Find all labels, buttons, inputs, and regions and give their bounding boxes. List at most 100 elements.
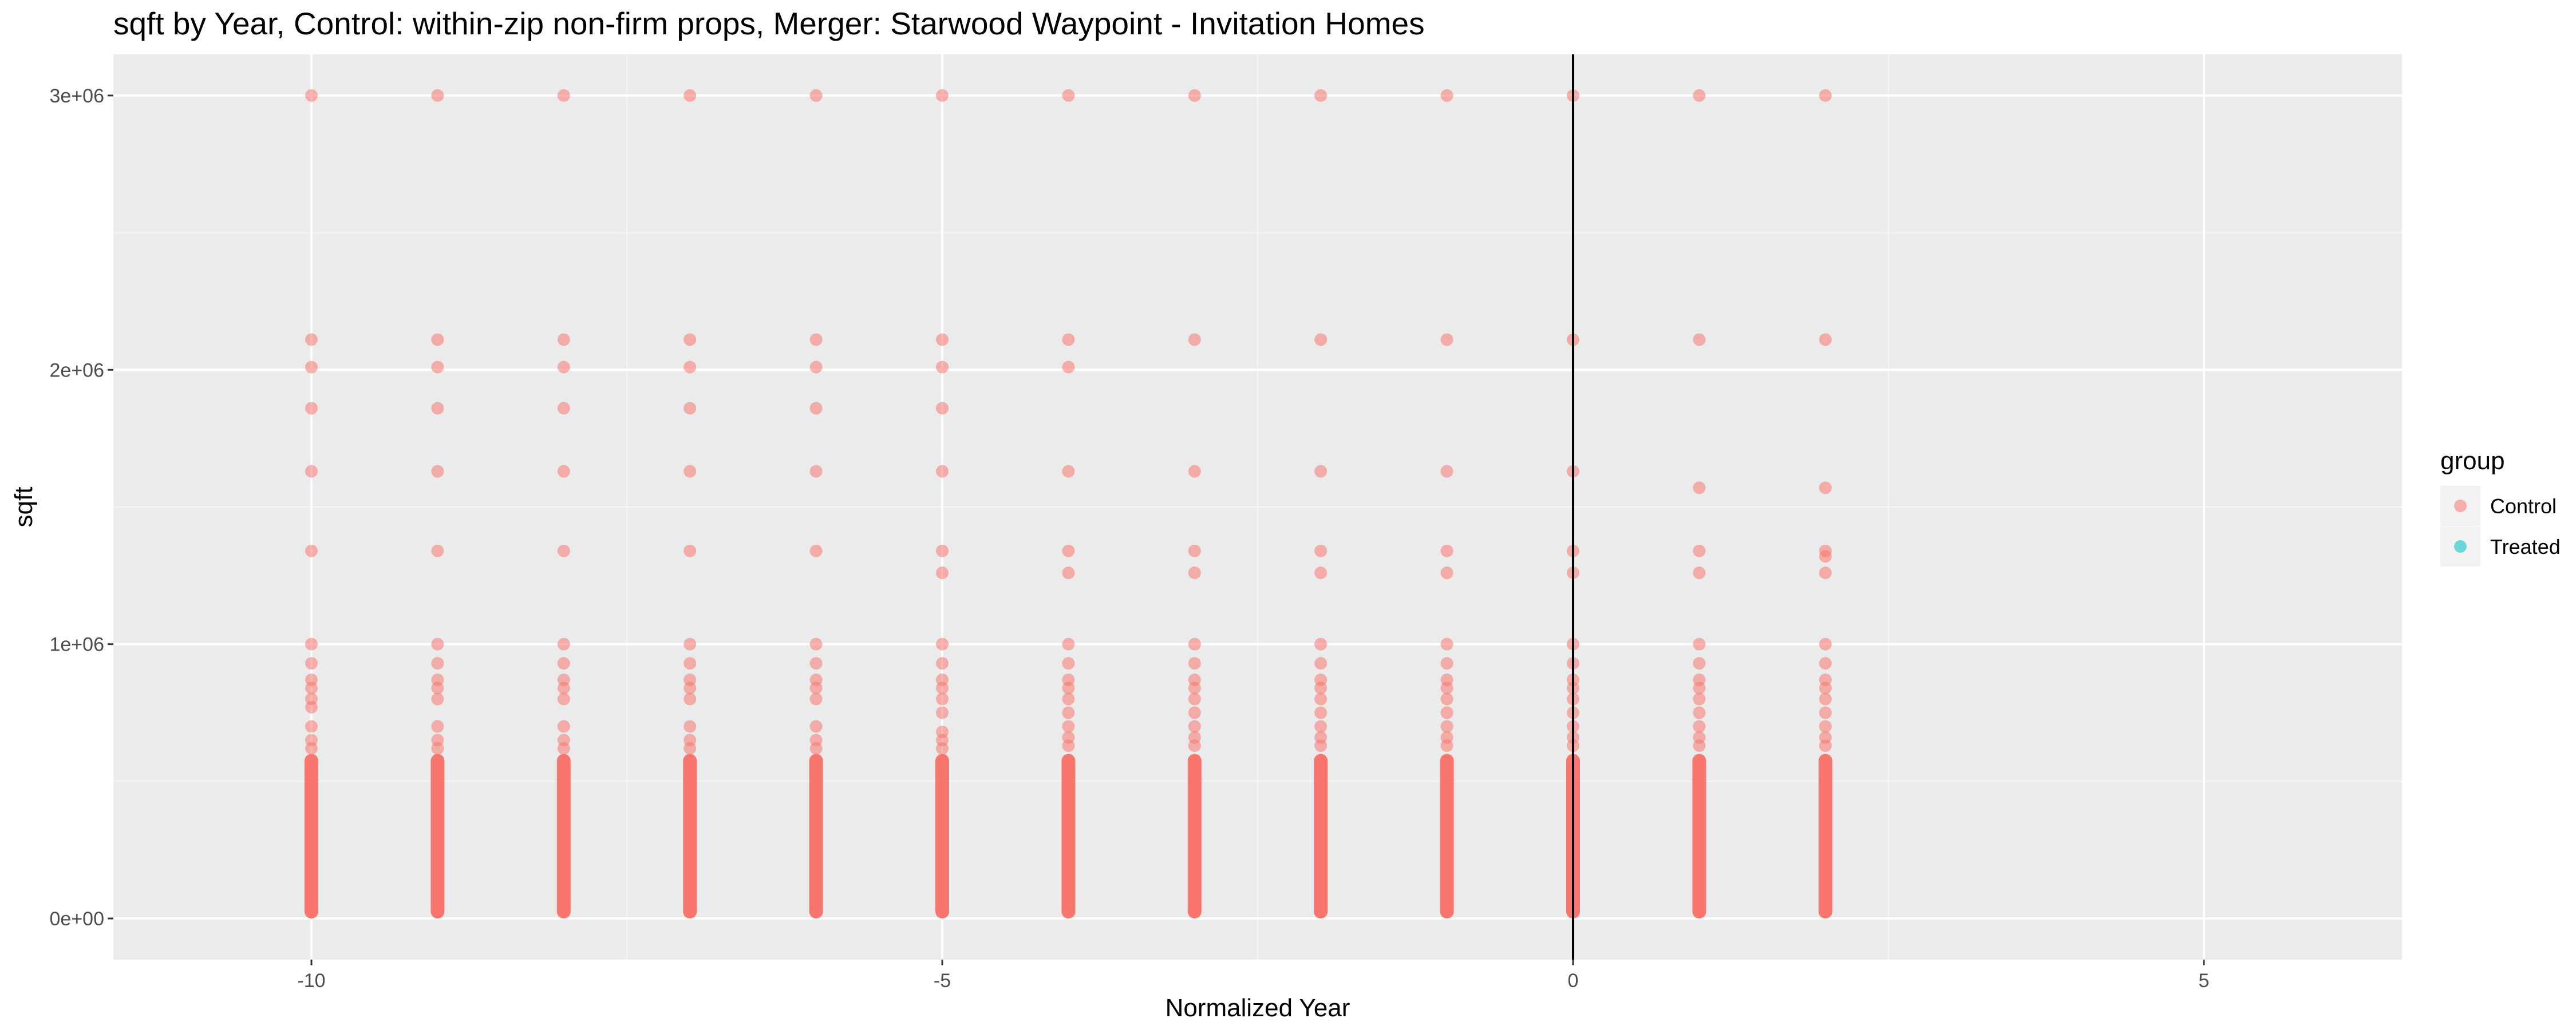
data-point	[1062, 465, 1074, 478]
x-tick-label: 0	[1568, 970, 1579, 992]
data-point	[936, 693, 949, 706]
data-point	[1441, 638, 1453, 651]
data-point	[1693, 682, 1705, 694]
data-point	[1188, 720, 1201, 733]
data-point	[305, 334, 318, 346]
data-point	[936, 682, 949, 694]
dense-point-cluster	[1061, 754, 1075, 918]
data-point	[1062, 638, 1074, 651]
data-point	[1441, 465, 1453, 478]
data-point	[1693, 707, 1705, 719]
data-point	[1819, 638, 1832, 651]
data-point	[1441, 693, 1453, 706]
data-point	[810, 720, 823, 733]
data-point	[431, 693, 444, 706]
data-point	[683, 361, 696, 374]
data-point	[431, 334, 444, 346]
y-axis: 0e+001e+062e+063e+06	[50, 85, 114, 930]
data-point	[1062, 693, 1074, 706]
dense-point-cluster	[1692, 754, 1706, 918]
data-point	[1819, 550, 1832, 562]
data-point	[1693, 720, 1705, 733]
data-point	[1314, 707, 1327, 719]
data-point	[558, 693, 570, 706]
data-point	[305, 657, 318, 670]
data-point	[1188, 334, 1201, 346]
data-point	[305, 720, 318, 733]
data-point	[431, 638, 444, 651]
data-point	[683, 334, 696, 346]
data-point	[1062, 682, 1074, 694]
data-point	[1819, 693, 1832, 706]
y-tick-label: 2e+06	[50, 359, 105, 381]
data-point	[683, 720, 696, 733]
data-point	[810, 465, 823, 478]
data-point	[305, 89, 318, 102]
data-point	[1441, 566, 1453, 579]
data-point	[936, 465, 949, 478]
data-point	[1819, 720, 1832, 733]
legend-label-treated: Treated	[2490, 535, 2561, 558]
data-point	[1062, 739, 1074, 752]
data-point	[683, 657, 696, 670]
data-point	[810, 334, 823, 346]
data-point	[1441, 739, 1453, 752]
data-point	[683, 89, 696, 102]
legend-label-control: Control	[2490, 494, 2557, 518]
data-point	[1314, 682, 1327, 694]
data-point	[683, 693, 696, 706]
data-point	[1062, 545, 1074, 557]
data-point	[936, 707, 949, 719]
data-point	[1062, 720, 1074, 733]
x-tick-label: -10	[297, 970, 325, 992]
legend: group Control Treated	[2440, 447, 2561, 566]
data-point	[431, 657, 444, 670]
x-axis-title: Normalized Year	[1165, 994, 1350, 1022]
data-point	[1062, 566, 1074, 579]
data-point	[1188, 682, 1201, 694]
x-tick-label: 5	[2199, 970, 2210, 992]
data-point	[1188, 707, 1201, 719]
dense-point-cluster	[305, 754, 318, 918]
data-point	[305, 701, 318, 714]
data-point	[1062, 707, 1074, 719]
data-point	[1441, 682, 1453, 694]
data-point	[810, 638, 823, 651]
data-point	[936, 89, 949, 102]
data-point	[936, 638, 949, 651]
data-point	[1693, 638, 1705, 651]
data-point	[810, 742, 823, 755]
data-point	[558, 89, 570, 102]
data-point	[431, 89, 444, 102]
data-point	[1441, 657, 1453, 670]
data-point	[558, 657, 570, 670]
data-point	[1188, 693, 1201, 706]
data-point	[1314, 334, 1327, 346]
y-tick-label: 1e+06	[50, 634, 105, 656]
data-point	[1314, 89, 1327, 102]
data-point	[1314, 566, 1327, 579]
legend-title: group	[2440, 447, 2505, 475]
data-point	[810, 361, 823, 374]
data-point	[305, 402, 318, 414]
data-point	[1314, 638, 1327, 651]
data-point	[810, 89, 823, 102]
data-point	[1693, 334, 1705, 346]
data-point	[936, 334, 949, 346]
data-point	[810, 545, 823, 557]
data-point	[1441, 707, 1453, 719]
data-point	[936, 566, 949, 579]
data-point	[558, 638, 570, 651]
data-point	[1188, 638, 1201, 651]
data-point	[305, 465, 318, 478]
data-point	[431, 465, 444, 478]
data-point	[431, 682, 444, 694]
data-point	[936, 361, 949, 374]
y-axis-title: sqft	[10, 487, 38, 528]
data-point	[936, 402, 949, 414]
data-point	[1062, 334, 1074, 346]
data-point	[431, 742, 444, 755]
data-point	[1314, 657, 1327, 670]
data-point	[1188, 566, 1201, 579]
